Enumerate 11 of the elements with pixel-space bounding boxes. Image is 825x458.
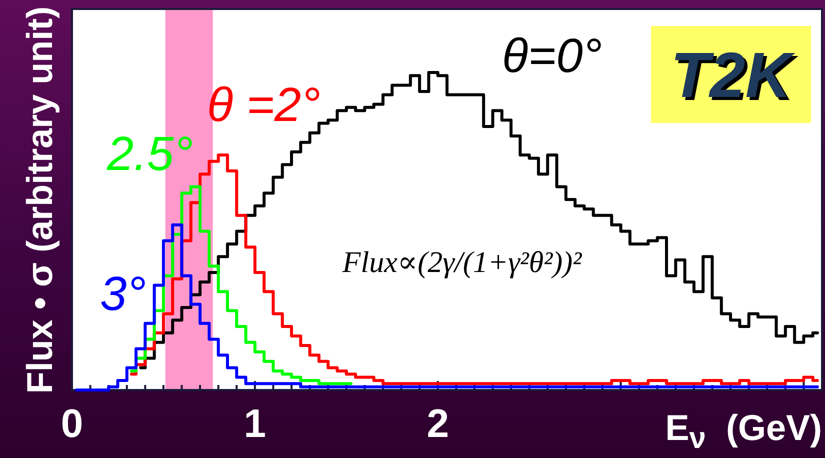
x-tick-label: 2	[426, 402, 449, 446]
annotation: Flux∝(2γ/(1+γ²θ²))²	[341, 246, 583, 279]
y-axis-title: Flux • σ (arbitrary unit)	[19, 6, 60, 394]
label-box: T2K	[651, 26, 811, 123]
series-label: 3°	[100, 268, 146, 321]
x-tick-label: 1	[244, 402, 266, 446]
series-label: θ =2°	[207, 79, 320, 132]
series-label: θ=0°	[502, 30, 602, 83]
series-label: 2.5°	[106, 128, 193, 181]
x-tick-label: 0	[60, 402, 84, 446]
x-axis-title: E$_{ν}$ (GeV)	[665, 407, 822, 456]
